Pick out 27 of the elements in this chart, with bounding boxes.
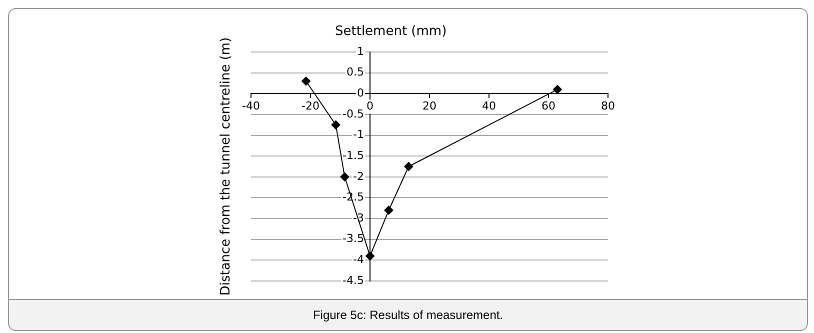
x-tick-label: 80 xyxy=(601,99,615,112)
x-axis-title: Settlement (mm) xyxy=(335,24,447,39)
y-tick-label: -2 xyxy=(353,170,364,183)
y-tick-label: -1 xyxy=(353,128,364,142)
y-tick-label: -1.5 xyxy=(342,148,364,162)
y-tick-label: 0.5 xyxy=(346,66,364,79)
point xyxy=(404,162,414,171)
x-tick-label: 60 xyxy=(542,99,556,112)
point xyxy=(340,172,350,182)
y-tick-label: -0.5 xyxy=(342,107,364,120)
y-tick-label: -3.5 xyxy=(342,232,364,246)
point xyxy=(384,206,394,215)
point xyxy=(366,252,374,261)
point xyxy=(552,84,562,94)
x-tick-label: 0 xyxy=(366,99,374,112)
y-tick-label: 1 xyxy=(357,44,364,58)
y-tick-label: -4.5 xyxy=(342,274,364,287)
x-tick-label: -40 xyxy=(242,99,260,112)
y-tick-label: -4 xyxy=(353,253,364,266)
x-tick-label: 40 xyxy=(482,99,496,112)
caption: Figure 5c: Results of measurement. xyxy=(9,299,807,330)
x-tick-label: -20 xyxy=(302,99,320,112)
point xyxy=(331,120,340,130)
x-tick-label: 20 xyxy=(422,99,436,112)
y-axis-title: Distance from the tunnel centreline (m) xyxy=(218,37,234,296)
y-tick-label: 0 xyxy=(357,86,364,100)
point xyxy=(302,76,311,86)
